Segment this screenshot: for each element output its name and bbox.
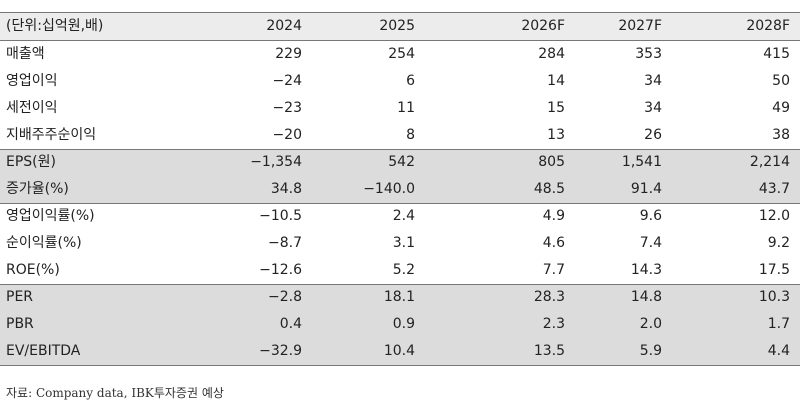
- table-cell: 5.9: [639, 343, 662, 359]
- row-label: EV/EBITDA: [6, 343, 81, 359]
- table-cell: 48.5: [533, 181, 565, 197]
- table-cell: 38: [772, 127, 790, 143]
- row-label: 영업이익: [6, 73, 58, 89]
- table-cell: 2.0: [639, 316, 662, 332]
- table-cell: 2,214: [749, 154, 790, 170]
- table-cell: 13: [547, 127, 565, 143]
- table-cell: 542: [388, 154, 415, 170]
- table-cell: −12.6: [259, 262, 302, 278]
- row-shading: [0, 338, 800, 365]
- table-cell: 49: [772, 100, 790, 116]
- table-cell: 2025: [379, 18, 415, 34]
- table-cell: 28.3: [533, 289, 565, 305]
- table-cell: 2028F: [746, 18, 790, 34]
- table-cell: 7.4: [639, 235, 662, 251]
- table-cell: 5.2: [392, 262, 415, 278]
- table-cell: 4.9: [542, 208, 565, 224]
- table-cell: 15: [547, 100, 565, 116]
- table-rule: [0, 40, 800, 41]
- table-cell: 34: [644, 73, 662, 89]
- table-cell: 34: [644, 100, 662, 116]
- table-cell: 2.3: [542, 316, 565, 332]
- table-cell: 0.4: [279, 316, 302, 332]
- source-note: 자료: Company data, IBK투자증권 예상: [6, 386, 224, 400]
- row-shading: [0, 311, 800, 338]
- row-label: 증가율(%): [6, 181, 69, 197]
- table-cell: 4.6: [542, 235, 565, 251]
- table-rule: [0, 12, 800, 13]
- row-label: 지배주주순이익: [6, 127, 97, 143]
- table-cell: 9.2: [767, 235, 790, 251]
- header-background: [0, 12, 800, 41]
- table-rule: [0, 149, 800, 150]
- row-label: 매출액: [6, 46, 45, 62]
- row-label: PER: [6, 289, 34, 305]
- row-label: PBR: [6, 316, 34, 332]
- row-label: 순이익률(%): [6, 235, 82, 251]
- table-cell: 11: [397, 100, 415, 116]
- table-cell: 0.9: [392, 316, 415, 332]
- table-cell: 2024: [266, 18, 302, 34]
- table-cell: −2.8: [268, 289, 302, 305]
- table-cell: 34.8: [270, 181, 302, 197]
- row-label: (단위:십억원,배): [6, 18, 104, 34]
- table-cell: 254: [388, 46, 415, 62]
- table-cell: −24: [272, 73, 302, 89]
- table-cell: 10.3: [758, 289, 790, 305]
- row-label: ROE(%): [6, 262, 60, 278]
- table-cell: 6: [406, 73, 415, 89]
- table-rule: [0, 284, 800, 285]
- table-cell: 3.1: [392, 235, 415, 251]
- table-cell: 14.8: [630, 289, 662, 305]
- table-cell: −20: [272, 127, 302, 143]
- table-cell: 2026F: [521, 18, 565, 34]
- table-cell: 18.1: [383, 289, 415, 305]
- row-shading: [0, 284, 800, 311]
- table-cell: 1.7: [767, 316, 790, 332]
- table-cell: 26: [644, 127, 662, 143]
- table-cell: 2.4: [392, 208, 415, 224]
- table-cell: 8: [406, 127, 415, 143]
- table-cell: 353: [635, 46, 662, 62]
- row-label: EPS(원): [6, 154, 56, 170]
- table-cell: −1,354: [250, 154, 302, 170]
- table-cell: 7.7: [542, 262, 565, 278]
- table-cell: −23: [272, 100, 302, 116]
- table-cell: −32.9: [259, 343, 302, 359]
- table-cell: −8.7: [268, 235, 302, 251]
- table-cell: 4.4: [767, 343, 790, 359]
- row-label: 영업이익률(%): [6, 208, 95, 224]
- table-cell: −140.0: [363, 181, 415, 197]
- row-shading: [0, 176, 800, 203]
- table-cell: 17.5: [758, 262, 790, 278]
- table-cell: 284: [538, 46, 565, 62]
- table-cell: 50: [772, 73, 790, 89]
- table-cell: 9.6: [639, 208, 662, 224]
- table-cell: 43.7: [758, 181, 790, 197]
- table-rule: [0, 365, 800, 366]
- table-cell: 13.5: [533, 343, 565, 359]
- row-label: 세전이익: [6, 100, 58, 116]
- table-cell: 229: [275, 46, 302, 62]
- table-cell: 805: [538, 154, 565, 170]
- table-cell: 12.0: [758, 208, 790, 224]
- table-cell: 415: [763, 46, 790, 62]
- table-cell: 14: [547, 73, 565, 89]
- table-rule: [0, 203, 800, 204]
- table-cell: 14.3: [630, 262, 662, 278]
- row-shading: [0, 149, 800, 176]
- table-cell: 2027F: [618, 18, 662, 34]
- table-cell: 1,541: [621, 154, 662, 170]
- table-cell: −10.5: [259, 208, 302, 224]
- table-cell: 91.4: [630, 181, 662, 197]
- table-cell: 10.4: [383, 343, 415, 359]
